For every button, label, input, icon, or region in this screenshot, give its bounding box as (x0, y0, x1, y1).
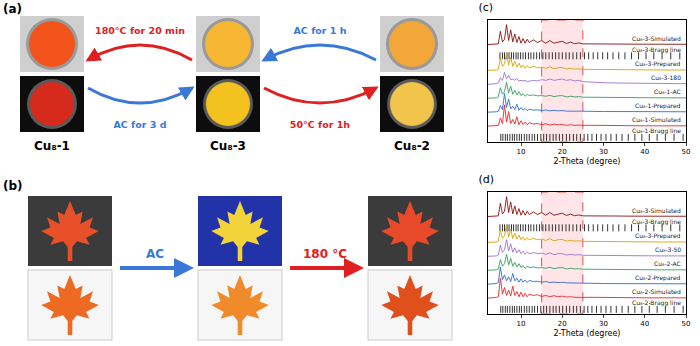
svg-text:10: 10 (517, 148, 526, 156)
svg-text:Cu₈-3-Simulated: Cu₈-3-Simulated (632, 207, 681, 214)
svg-text:10: 10 (517, 320, 526, 328)
svg-text:180 °C: 180 °C (303, 247, 347, 261)
svg-text:2-Theta (degree): 2-Theta (degree) (554, 329, 621, 338)
svg-text:Cu₈-2: Cu₈-2 (394, 139, 430, 153)
svg-text:(d): (d) (478, 174, 494, 186)
svg-text:Cu₈-2-Simulated: Cu₈-2-Simulated (632, 288, 681, 295)
svg-text:40: 40 (640, 148, 649, 156)
svg-text:(b): (b) (3, 179, 23, 193)
svg-text:Cu₈-3: Cu₈-3 (210, 139, 246, 153)
svg-text:Cu₈-3-Bragg line: Cu₈-3-Bragg line (632, 46, 681, 54)
svg-text:(c): (c) (478, 2, 493, 14)
svg-text:Cu₈-2-Bragg line: Cu₈-2-Bragg line (632, 299, 681, 307)
svg-text:(a): (a) (3, 2, 22, 16)
svg-text:50: 50 (682, 320, 691, 328)
svg-text:Cu₈-3-180: Cu₈-3-180 (651, 74, 681, 81)
svg-text:Cu₈-3-Prepared: Cu₈-3-Prepared (635, 60, 681, 68)
svg-text:Cu₈-2-Prepared: Cu₈-2-Prepared (635, 274, 681, 282)
svg-text:Cu₈-1-Bragg line: Cu₈-1-Bragg line (632, 127, 681, 135)
svg-text:30: 30 (599, 320, 608, 328)
svg-text:180°C for 20 min: 180°C for 20 min (95, 25, 185, 36)
svg-text:AC: AC (146, 247, 164, 261)
svg-text:Cu₈-3-Prepared: Cu₈-3-Prepared (635, 232, 681, 240)
svg-text:Cu₈-1-Simulated: Cu₈-1-Simulated (632, 116, 681, 123)
svg-text:Cu₈-3-50: Cu₈-3-50 (655, 246, 681, 253)
svg-text:AC for 3 d: AC for 3 d (113, 119, 166, 130)
svg-text:Cu₈-1: Cu₈-1 (34, 139, 70, 153)
svg-text:20: 20 (558, 148, 567, 156)
svg-text:2-Theta (degree): 2-Theta (degree) (554, 157, 621, 166)
svg-text:Cu₈-3-Simulated: Cu₈-3-Simulated (632, 35, 681, 42)
svg-text:40: 40 (640, 320, 649, 328)
svg-text:30: 30 (599, 148, 608, 156)
svg-text:Cu₈-2-AC: Cu₈-2-AC (654, 260, 681, 267)
svg-text:50°C for 1h: 50°C for 1h (290, 119, 351, 130)
svg-text:AC for 1 h: AC for 1 h (294, 25, 347, 36)
svg-text:Cu₈-1-AC: Cu₈-1-AC (654, 88, 681, 95)
svg-text:20: 20 (558, 320, 567, 328)
svg-text:Cu₈-1-Prepared: Cu₈-1-Prepared (635, 102, 681, 110)
svg-text:50: 50 (682, 148, 691, 156)
svg-text:Cu₈-3-Bragg line: Cu₈-3-Bragg line (632, 218, 681, 226)
